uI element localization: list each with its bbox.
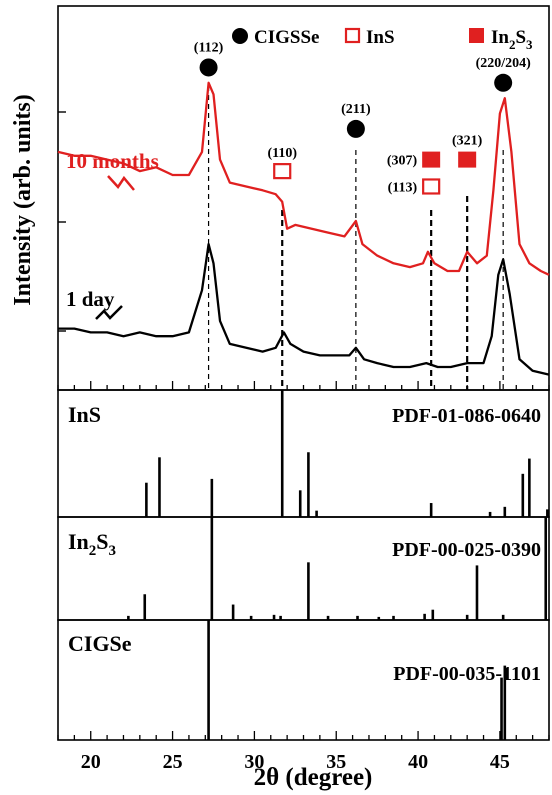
peak-label: (110): [267, 146, 297, 161]
x-tick-label: 45: [490, 751, 510, 773]
legend-marker-cigsse: [232, 28, 248, 44]
legend-label-cigsse: CIGSSe: [254, 27, 319, 48]
x-tick-label: 25: [163, 751, 183, 773]
peak-marker-ins: [422, 178, 441, 195]
reference-sticks: [127, 390, 549, 740]
series-label-10-months: 10 months: [66, 149, 159, 173]
panel-reference-ins: PDF-01-086-0640: [392, 405, 541, 427]
legend-marker-in2s3: [469, 28, 484, 43]
x-tick-label: 30: [244, 751, 264, 773]
plot-frames: [57, 5, 550, 741]
peak-label: (112): [194, 40, 224, 55]
peak-label: (211): [341, 102, 371, 117]
peak-label: (220/204): [476, 56, 532, 71]
x-tick-label: 40: [408, 751, 428, 773]
peak-marker-cigsse: [199, 58, 218, 77]
legend-label-in2s3: In2S3: [491, 27, 533, 52]
panel-title-in2s3: In2S3: [68, 529, 116, 559]
axis-ticks: 20 25 30 35 40 45: [57, 111, 550, 773]
legend: CIGSSe InS In2S3: [232, 27, 533, 52]
diffraction-curves: [57, 81, 550, 376]
panel-title-ins: InS: [68, 402, 101, 427]
legend-marker-ins: [344, 27, 361, 44]
series-label-10-months-pointer: [107, 175, 135, 191]
x-tick-label: 20: [81, 751, 101, 773]
reference-panel-frame-2: [57, 516, 550, 621]
panel-title-cigse: CIGSe: [68, 631, 132, 656]
peak-marker-ins: [273, 163, 292, 180]
x-axis-title: 2θ (degree): [254, 764, 373, 791]
series-line-1-day: [58, 242, 550, 376]
y-axis-title: Intensity (arb. units): [10, 94, 36, 305]
series-label-1-day-pointer: [95, 305, 123, 320]
peak-label: (307): [387, 154, 418, 169]
peak-marker-in2s3: [422, 151, 441, 168]
peak-label: (113): [388, 180, 418, 195]
peak-marker-cigsse: [346, 119, 365, 138]
panel-reference-cigse: PDF-00-035-1101: [393, 663, 541, 685]
peak-label: (321): [452, 134, 483, 149]
x-tick-label: 35: [326, 751, 346, 773]
reference-drop-lines: [207, 86, 504, 390]
peak-marker-in2s3: [458, 151, 477, 168]
peak-markers: (112) (110) (211) (307) (113) (321) (220/204): [194, 40, 531, 195]
series-label-1-day: 1 day: [66, 287, 115, 311]
legend-label-ins: InS: [366, 27, 395, 48]
series-line-10-months: [57, 81, 550, 276]
panel-reference-in2s3: PDF-00-025-0390: [392, 539, 541, 561]
peak-marker-cigsse: [494, 73, 513, 92]
